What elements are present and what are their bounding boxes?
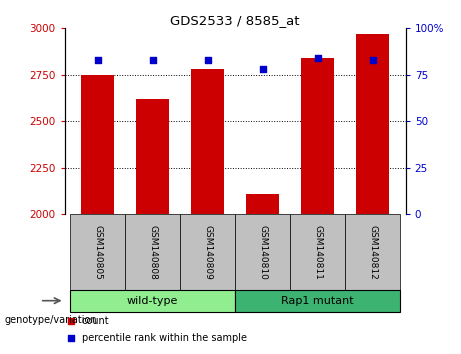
Text: GSM140805: GSM140805 <box>93 224 102 279</box>
Point <box>369 57 376 63</box>
Text: genotype/variation: genotype/variation <box>5 315 97 325</box>
Bar <box>235 214 290 290</box>
Bar <box>70 214 125 290</box>
Bar <box>81 75 114 214</box>
Bar <box>290 214 345 290</box>
Bar <box>136 99 169 214</box>
Bar <box>235 290 400 312</box>
Text: Rap1 mutant: Rap1 mutant <box>281 296 354 306</box>
Bar <box>345 214 400 290</box>
Bar <box>191 69 224 214</box>
Text: percentile rank within the sample: percentile rank within the sample <box>82 333 247 343</box>
Bar <box>356 34 389 214</box>
Point <box>94 57 101 63</box>
Bar <box>180 214 235 290</box>
Point <box>204 57 211 63</box>
Text: GSM140810: GSM140810 <box>258 224 267 279</box>
Bar <box>70 290 235 312</box>
Text: wild-type: wild-type <box>127 296 178 306</box>
Bar <box>125 214 180 290</box>
Point <box>259 67 266 72</box>
Point <box>68 318 75 323</box>
Text: GSM140811: GSM140811 <box>313 224 322 279</box>
Text: GSM140812: GSM140812 <box>368 224 377 279</box>
Text: count: count <box>82 315 109 326</box>
Title: GDS2533 / 8585_at: GDS2533 / 8585_at <box>171 14 300 27</box>
Text: GSM140808: GSM140808 <box>148 224 157 279</box>
Bar <box>301 58 334 214</box>
Point <box>314 55 321 61</box>
Point <box>149 57 156 63</box>
Bar <box>246 194 279 214</box>
Point <box>68 335 75 341</box>
Text: GSM140809: GSM140809 <box>203 224 212 279</box>
